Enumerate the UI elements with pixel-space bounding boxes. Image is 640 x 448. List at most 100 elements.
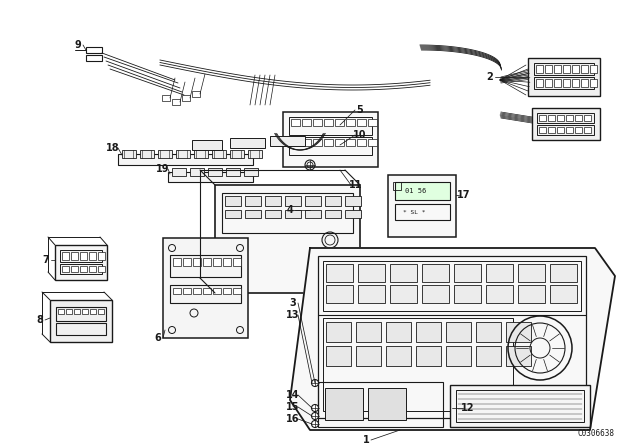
Bar — [446, 346, 471, 366]
Text: 8: 8 — [36, 315, 44, 325]
Bar — [532, 108, 600, 140]
Bar — [486, 264, 513, 282]
Bar — [325, 196, 341, 206]
Bar — [563, 65, 570, 73]
Text: 18: 18 — [106, 143, 120, 153]
Bar — [66, 309, 72, 314]
Bar — [357, 119, 366, 126]
Bar — [395, 204, 450, 220]
Bar — [356, 322, 381, 342]
Bar — [223, 258, 231, 266]
Bar — [534, 77, 594, 89]
Bar — [193, 258, 201, 266]
Bar — [326, 285, 353, 303]
Bar — [86, 47, 102, 53]
Bar — [213, 288, 221, 294]
Text: 13: 13 — [286, 310, 300, 320]
Bar — [550, 264, 577, 282]
Bar — [590, 79, 597, 87]
Bar — [537, 125, 594, 135]
Bar — [168, 172, 253, 182]
Bar — [325, 388, 363, 420]
Bar — [581, 65, 588, 73]
Circle shape — [312, 405, 319, 412]
Bar — [80, 252, 87, 260]
Bar — [390, 264, 417, 282]
Bar — [71, 252, 78, 260]
Bar — [265, 196, 281, 206]
Bar — [90, 309, 96, 314]
Bar — [89, 266, 96, 272]
Text: 01 56: 01 56 — [405, 188, 426, 194]
Bar — [98, 309, 104, 314]
Bar — [80, 266, 87, 272]
Bar — [172, 99, 180, 105]
Bar — [192, 91, 200, 97]
Bar — [203, 288, 211, 294]
Bar — [536, 65, 543, 73]
Bar — [183, 288, 191, 294]
Bar — [506, 322, 531, 342]
Bar — [575, 115, 582, 121]
Bar — [518, 285, 545, 303]
Bar — [163, 238, 248, 338]
Bar — [225, 210, 241, 218]
Text: 11: 11 — [349, 180, 363, 190]
Text: 19: 19 — [156, 164, 170, 174]
Bar — [416, 346, 441, 366]
Bar — [476, 346, 501, 366]
Bar — [98, 252, 105, 260]
Bar — [395, 182, 450, 200]
Bar — [74, 309, 80, 314]
Bar — [506, 346, 531, 366]
Text: 3: 3 — [290, 298, 296, 308]
Bar — [270, 136, 305, 146]
Circle shape — [312, 379, 319, 387]
Bar — [572, 65, 579, 73]
Bar — [554, 65, 561, 73]
Bar — [244, 168, 258, 176]
Text: 17: 17 — [457, 190, 471, 200]
Bar — [313, 139, 322, 146]
Bar — [56, 323, 106, 335]
Text: 7: 7 — [43, 255, 49, 265]
Bar — [345, 210, 361, 218]
Bar — [194, 150, 208, 158]
Bar — [50, 300, 112, 342]
Bar — [534, 63, 594, 75]
Bar — [548, 127, 555, 133]
Bar — [323, 318, 513, 411]
Bar — [89, 252, 96, 260]
Bar — [590, 65, 597, 73]
Bar — [291, 119, 300, 126]
Bar — [62, 266, 69, 272]
Bar — [233, 258, 241, 266]
Bar — [56, 307, 106, 321]
Bar — [55, 245, 107, 280]
Bar — [313, 119, 322, 126]
Bar — [289, 117, 372, 135]
Bar — [248, 150, 262, 158]
Bar — [456, 390, 584, 422]
Bar — [557, 127, 564, 133]
Bar — [356, 346, 381, 366]
Bar — [575, 127, 582, 133]
Bar — [183, 258, 191, 266]
Bar — [222, 193, 353, 233]
Text: 12: 12 — [461, 403, 475, 413]
Bar — [528, 58, 600, 96]
Bar — [215, 185, 360, 293]
Text: 10: 10 — [353, 130, 367, 140]
Bar — [326, 264, 353, 282]
Bar — [368, 119, 377, 126]
Bar — [537, 113, 594, 123]
Bar — [173, 288, 181, 294]
Bar — [584, 127, 591, 133]
Bar — [162, 95, 170, 101]
Bar — [302, 119, 311, 126]
Text: 16: 16 — [286, 414, 300, 424]
Bar — [289, 137, 372, 155]
Bar — [225, 196, 241, 206]
Bar — [566, 127, 573, 133]
Bar — [324, 139, 333, 146]
